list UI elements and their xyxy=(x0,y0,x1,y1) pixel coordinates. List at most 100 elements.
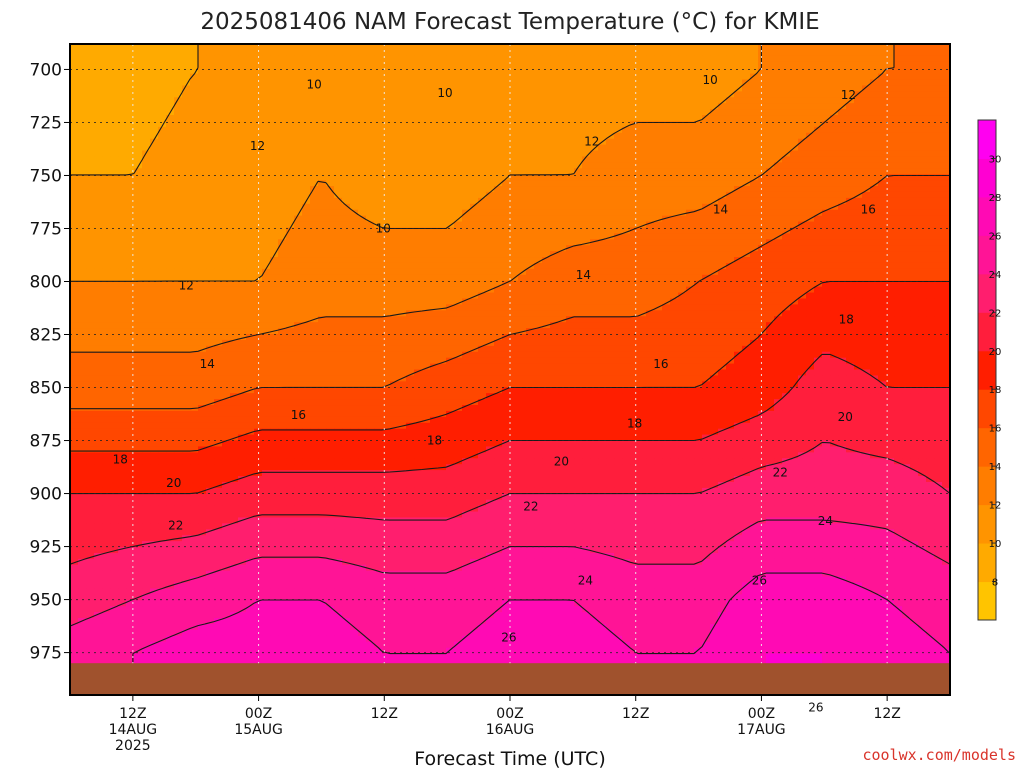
temperature-cell xyxy=(566,203,575,211)
temperature-cell xyxy=(582,298,591,305)
temperature-cell xyxy=(846,150,855,158)
temperature-cell xyxy=(270,191,279,199)
temperature-cell xyxy=(822,61,831,69)
temperature-cell xyxy=(670,49,679,57)
temperature-cell xyxy=(158,262,167,270)
temperature-cell xyxy=(470,186,479,193)
temperature-cell xyxy=(270,132,279,140)
temperature-cell xyxy=(702,126,711,134)
temperature-cell xyxy=(622,61,631,69)
temperature-cell xyxy=(766,191,775,199)
temperature-cell xyxy=(454,268,463,276)
temperature-cell xyxy=(310,103,319,110)
temperature-cell xyxy=(374,91,383,98)
temperature-cell xyxy=(870,61,879,69)
temperature-cell xyxy=(646,97,655,104)
temperature-cell xyxy=(510,215,519,223)
temperature-cell xyxy=(286,156,295,163)
temperature-cell xyxy=(374,292,383,300)
temperature-cell xyxy=(438,286,447,294)
temperature-cell xyxy=(854,144,863,152)
temperature-cell xyxy=(734,168,743,175)
temperature-cell xyxy=(606,268,615,276)
temperature-cell xyxy=(126,268,135,276)
temperature-cell xyxy=(230,174,239,181)
temperature-cell xyxy=(926,191,935,199)
temperature-cell xyxy=(742,203,751,211)
temperature-cell xyxy=(918,44,927,51)
temperature-cell xyxy=(774,97,783,104)
temperature-cell xyxy=(702,233,711,240)
temperature-cell xyxy=(334,156,343,163)
temperature-cell xyxy=(534,215,543,223)
temperature-cell xyxy=(310,73,319,81)
temperature-cell xyxy=(646,138,655,146)
temperature-cell xyxy=(470,251,479,258)
temperature-cell xyxy=(574,97,583,104)
temperature-cell xyxy=(414,150,423,158)
temperature-cell xyxy=(902,280,911,288)
temperature-cell xyxy=(318,91,327,98)
temperature-cell xyxy=(238,126,247,134)
temperature-cell xyxy=(86,97,95,104)
temperature-cell xyxy=(142,138,151,146)
temperature-cell xyxy=(230,191,239,199)
temperature-cell xyxy=(198,203,207,211)
temperature-cell xyxy=(334,126,343,134)
temperature-cell xyxy=(86,215,95,223)
temperature-cell xyxy=(558,138,567,146)
temperature-cell xyxy=(590,103,599,110)
temperature-cell xyxy=(662,126,671,134)
temperature-cell xyxy=(390,298,399,305)
temperature-cell xyxy=(150,91,159,98)
temperature-cell xyxy=(478,97,487,104)
temperature-cell xyxy=(566,262,575,270)
temperature-cell xyxy=(246,168,255,175)
temperature-cell xyxy=(542,156,551,163)
temperature-cell xyxy=(86,227,95,234)
temperature-cell xyxy=(486,209,495,217)
temperature-cell xyxy=(638,227,647,234)
temperature-cell xyxy=(142,280,151,288)
temperature-cell xyxy=(286,85,295,92)
temperature-cell xyxy=(926,138,935,146)
temperature-cell xyxy=(422,103,431,110)
temperature-cell xyxy=(758,186,767,193)
temperature-cell xyxy=(446,180,455,187)
temperature-cell xyxy=(942,61,950,69)
temperature-cell xyxy=(254,292,263,300)
temperature-cell xyxy=(70,292,79,300)
temperature-cell xyxy=(814,103,823,110)
temperature-cell xyxy=(918,67,927,75)
temperature-cell xyxy=(606,262,615,270)
temperature-cell xyxy=(446,162,455,169)
temperature-cell xyxy=(102,168,111,175)
temperature-cell xyxy=(78,144,87,152)
temperature-cell xyxy=(710,298,719,305)
temperature-cell xyxy=(206,304,215,311)
temperature-cell xyxy=(102,251,111,258)
temperature-cell xyxy=(894,191,903,199)
temperature-cell xyxy=(822,239,831,246)
temperature-cell xyxy=(278,109,287,116)
temperature-cell xyxy=(550,67,559,75)
temperature-cell xyxy=(286,268,295,276)
temperature-cell xyxy=(230,55,239,63)
temperature-cell xyxy=(78,103,87,110)
temperature-cell xyxy=(830,67,839,75)
temperature-cell xyxy=(870,186,879,193)
temperature-cell xyxy=(374,203,383,211)
temperature-cell xyxy=(110,262,119,270)
temperature-cell xyxy=(670,227,679,234)
temperature-cell xyxy=(710,245,719,252)
temperature-cell xyxy=(390,245,399,252)
temperature-cell xyxy=(302,109,311,116)
temperature-cell xyxy=(294,73,303,81)
temperature-cell xyxy=(510,73,519,81)
temperature-cell xyxy=(622,280,631,288)
temperature-cell xyxy=(478,138,487,146)
temperature-cell xyxy=(470,67,479,75)
temperature-cell xyxy=(742,304,751,311)
temperature-cell xyxy=(598,268,607,276)
temperature-cell xyxy=(822,144,831,152)
